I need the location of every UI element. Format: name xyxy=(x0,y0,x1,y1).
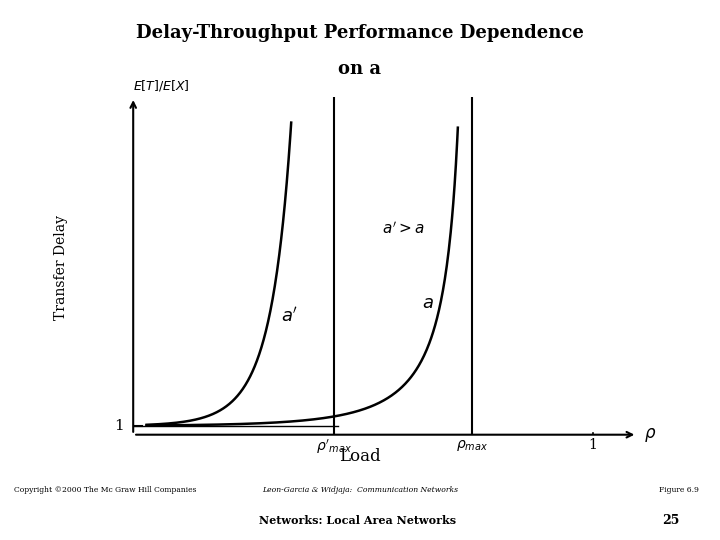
Text: Load: Load xyxy=(339,448,381,465)
Text: Networks: Local Area Networks: Networks: Local Area Networks xyxy=(259,516,456,526)
Text: on a: on a xyxy=(338,60,382,78)
Text: $a'$: $a'$ xyxy=(281,307,298,326)
Text: $E[T]/E[X]$: $E[T]/E[X]$ xyxy=(133,78,190,93)
Text: Figure 6.9: Figure 6.9 xyxy=(659,486,698,494)
Text: $a$: $a$ xyxy=(422,294,433,312)
Text: 25: 25 xyxy=(662,514,680,526)
Text: $\rho'_{max}$: $\rho'_{max}$ xyxy=(316,438,352,456)
Text: Copyright ©2000 The Mc Graw Hill Companies: Copyright ©2000 The Mc Graw Hill Compani… xyxy=(14,486,197,494)
Text: Delay-Throughput Performance Dependence: Delay-Throughput Performance Dependence xyxy=(136,24,584,42)
Text: Transfer Delay: Transfer Delay xyxy=(54,215,68,320)
Text: 1: 1 xyxy=(588,438,597,452)
Text: Leon-Garcia & Widjaja:  Communication Networks: Leon-Garcia & Widjaja: Communication Net… xyxy=(262,486,458,494)
Text: $\rho_{max}$: $\rho_{max}$ xyxy=(456,438,488,453)
Text: $a'>a$: $a'>a$ xyxy=(382,220,424,237)
Text: $\rho$: $\rho$ xyxy=(644,426,656,444)
Text: 1: 1 xyxy=(114,419,125,433)
